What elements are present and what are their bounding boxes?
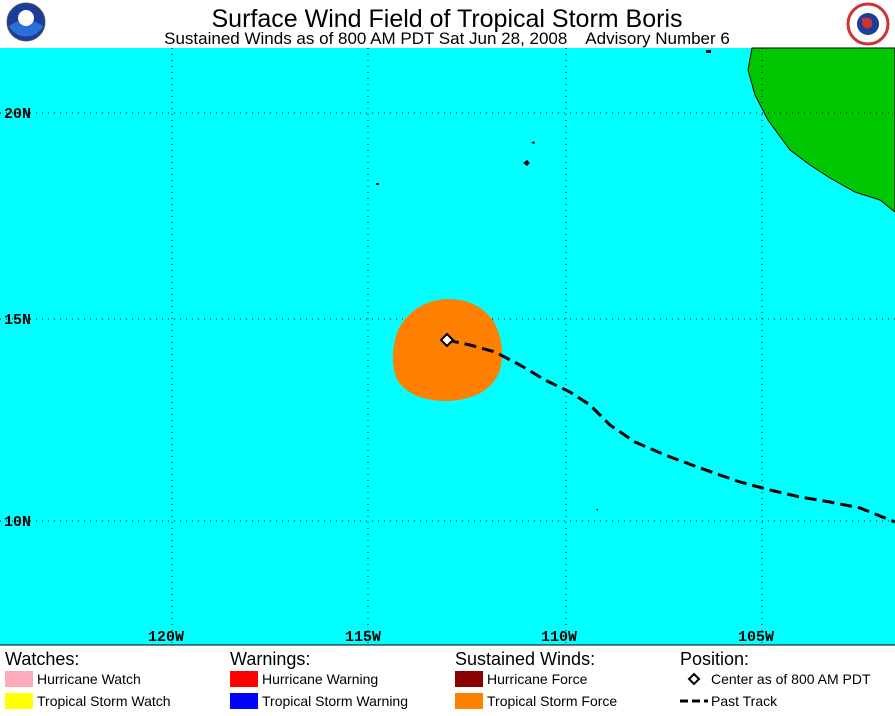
past-track [446,338,895,524]
lon-label: 115W [345,629,381,646]
legend-item: Hurricane Warning [262,671,378,687]
subtitle: Sustained Winds as of 800 AM PDT Sat Jun… [164,29,730,48]
lat-label: 15N [4,312,31,329]
legend-item: Center as of 800 AM PDT [711,671,871,687]
swatch [5,671,33,687]
legend-item: Tropical Storm Force [487,693,617,709]
lon-label: 110W [541,629,577,646]
legend-item: Tropical Storm Watch [37,693,171,709]
swatch [230,671,258,687]
lon-label: 105W [738,629,774,646]
legend-item: Hurricane Force [487,671,588,687]
legend-item: Tropical Storm Warning [262,693,408,709]
title: Surface Wind Field of Tropical Storm Bor… [212,5,683,33]
nws-logo [846,2,890,46]
swatch [230,693,258,709]
center-symbol [687,672,701,686]
swatch [455,693,483,709]
legend-item: Hurricane Watch [37,671,141,687]
legend-heading: Sustained Winds: [455,649,595,669]
tropical-storm-wind-field [392,298,502,402]
land [747,47,895,213]
legend-item: Past Track [711,693,778,709]
storm-center [439,332,455,348]
lat-label: 10N [4,514,31,531]
legend-heading: Warnings: [230,649,310,669]
lon-label: 120W [148,629,184,646]
legend-heading: Position: [680,649,749,669]
noaa-logo [6,2,46,42]
legend-heading: Watches: [5,649,79,669]
swatch [455,671,483,687]
swatch [5,693,33,709]
legend: Watches: Hurricane Watch Tropical Storm … [5,649,871,709]
lat-label: 20N [4,106,31,123]
map: 20N 15N 10N 120W 115W 110W 105W [0,47,895,646]
